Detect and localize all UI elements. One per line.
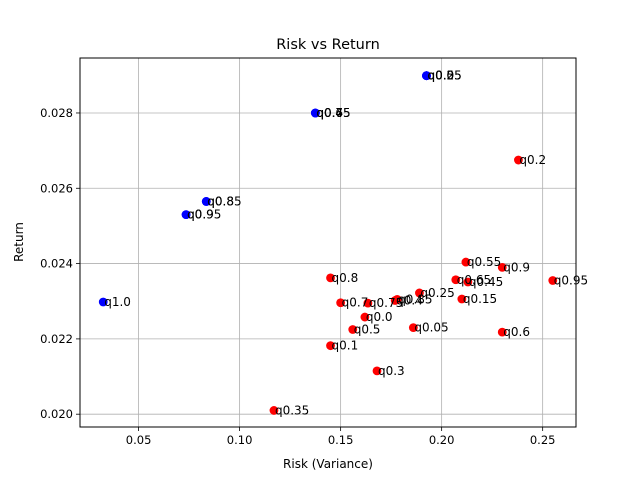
point-label: q0.6 — [316, 106, 343, 120]
point-label: q0.7 — [342, 296, 369, 310]
y-tick-label: 0.026 — [40, 181, 73, 195]
point-label: q0.6 — [503, 325, 530, 339]
chart-title: Risk vs Return — [276, 37, 380, 53]
point-label: q0.8 — [332, 271, 359, 285]
red-point — [514, 155, 523, 165]
y-tick-label: 0.020 — [40, 407, 73, 421]
red-point — [363, 298, 373, 308]
point-label: q0.4 — [396, 293, 423, 307]
y-tick-label: 0.022 — [40, 332, 73, 346]
red-point — [326, 273, 335, 283]
point-label: q0.85 — [207, 194, 241, 208]
red-point — [548, 276, 558, 285]
grid-lines — [80, 58, 576, 427]
point-label: q0.3 — [378, 364, 405, 378]
point-label: q0.0 — [427, 69, 454, 83]
y-tick-label: 0.028 — [40, 106, 73, 120]
point-label: q0.55 — [467, 255, 501, 269]
point-label: q0.65 — [457, 273, 491, 287]
x-tick-label: 0.20 — [429, 433, 455, 447]
red-point — [360, 312, 370, 322]
red-point — [451, 275, 461, 285]
point-label: q0.9 — [503, 260, 530, 274]
red-point — [457, 294, 467, 304]
point-label: q0.9 — [187, 208, 214, 222]
point-label: q0.5 — [354, 322, 381, 336]
data-points — [98, 71, 558, 415]
point-label: q0.35 — [275, 403, 309, 417]
y-axis-ticks: 0.020 0.022 0.024 0.026 0.028 — [40, 106, 80, 421]
point-label: q0.0 — [366, 310, 393, 324]
blue-point — [181, 210, 191, 220]
point-label: q0.25 — [420, 286, 454, 300]
point-label: q0.75 — [369, 296, 403, 310]
point-label: q0.15 — [463, 292, 497, 306]
point-label: q0.5 — [427, 69, 454, 83]
point-label: q0.95 — [554, 274, 588, 288]
y-axis-label: Return — [12, 222, 26, 262]
point-label: q1.0 — [104, 295, 131, 309]
red-point — [392, 294, 402, 304]
x-axis-ticks: 0.05 0.10 0.15 0.20 0.25 — [126, 427, 556, 447]
x-tick-label: 0.25 — [530, 433, 556, 447]
blue-point — [201, 197, 211, 206]
red-point — [348, 325, 358, 334]
red-point — [415, 288, 424, 298]
x-axis-label: Risk (Variance) — [283, 457, 373, 471]
blue-point — [98, 297, 108, 307]
point-label: q0.45 — [316, 106, 350, 120]
red-point — [372, 366, 382, 376]
blue-point — [310, 108, 320, 118]
red-point — [408, 323, 418, 332]
red-point — [463, 277, 473, 287]
x-tick-label: 0.10 — [227, 433, 253, 447]
point-label: q0.85 — [398, 292, 432, 306]
point-labels: q0.0q0.05q0.1q0.15q0.2q0.25q0.3q0.35q0.4… — [104, 69, 588, 418]
point-label: q0.95 — [187, 208, 221, 222]
red-point — [497, 327, 507, 337]
point-label: q0.75 — [316, 106, 350, 120]
x-tick-label: 0.05 — [126, 433, 152, 447]
point-label: q0.05 — [427, 69, 461, 83]
x-tick-label: 0.15 — [328, 433, 354, 447]
plot-frame — [79, 57, 577, 428]
y-tick-label: 0.024 — [40, 257, 73, 271]
red-point — [326, 341, 335, 351]
point-label: q0.2 — [519, 153, 546, 167]
point-label: q0.45 — [469, 275, 503, 289]
red-point — [269, 406, 279, 415]
red-point — [336, 298, 346, 308]
red-point — [497, 262, 507, 272]
point-label: q0.8 — [207, 194, 234, 208]
point-label: q0.05 — [414, 321, 448, 335]
point-label: q0.1 — [332, 339, 359, 353]
point-label: q0.25 — [427, 69, 461, 83]
blue-point — [422, 71, 431, 81]
red-point — [461, 257, 471, 267]
